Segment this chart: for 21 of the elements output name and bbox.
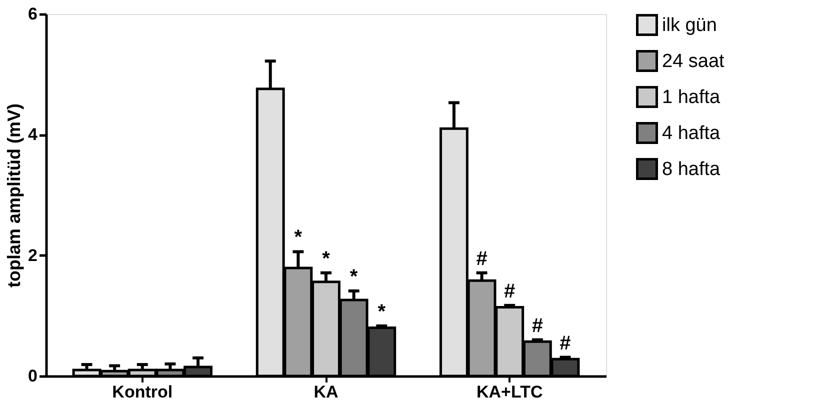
legend-label: 8 hafta — [662, 159, 721, 180]
annotation: * — [322, 248, 330, 270]
y-tick-label: 2 — [28, 246, 38, 265]
annotation: * — [294, 226, 302, 249]
annotation: # — [476, 248, 488, 270]
annotation: # — [560, 332, 571, 354]
legend-label: 4 hafta — [662, 123, 721, 144]
legend-label: ilk gün — [662, 15, 717, 36]
x-tick-label: KA — [314, 382, 338, 402]
annotation: # — [532, 314, 543, 337]
annotation: * — [350, 266, 358, 288]
y-tick-label: 6 — [28, 4, 38, 24]
annotation: # — [504, 280, 516, 302]
legend-label: 1 hafta — [662, 87, 721, 108]
x-tick-label: Kontrol — [112, 382, 173, 402]
y-tick-label: 0 — [28, 366, 38, 386]
y-tick-label: 4 — [28, 125, 38, 144]
annotation: * — [378, 300, 386, 323]
legend-label: 24 saat — [662, 51, 726, 72]
y-axis-title: toplam amplitüd (mV) — [4, 103, 24, 288]
x-tick-label: KA+LTC — [476, 382, 543, 402]
